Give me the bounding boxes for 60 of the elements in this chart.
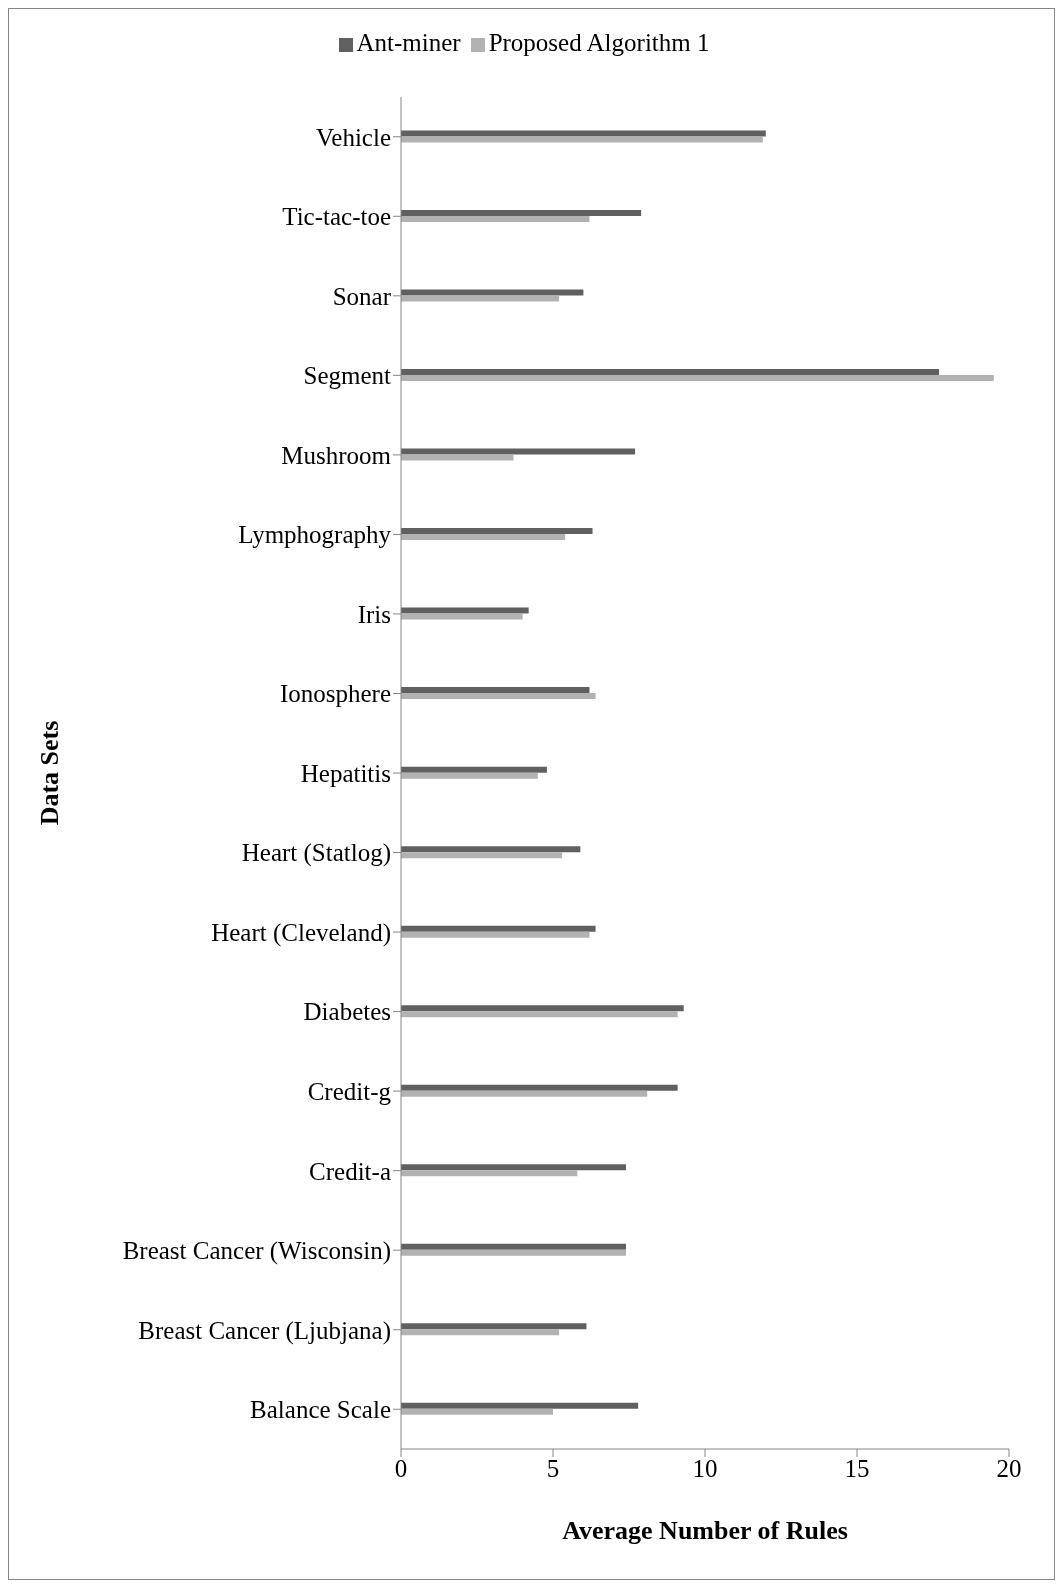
y-tick-label: Balance Scale bbox=[250, 1396, 391, 1424]
bar bbox=[401, 607, 529, 614]
y-tick-label: Hepatitis bbox=[300, 759, 391, 787]
bar bbox=[401, 1090, 648, 1097]
bar bbox=[401, 295, 560, 302]
x-tick-label: 10 bbox=[692, 1454, 718, 1482]
bar bbox=[401, 136, 763, 143]
bar bbox=[401, 846, 581, 853]
x-axis-title: Average Number of Rules bbox=[562, 1516, 848, 1545]
bar bbox=[401, 1011, 678, 1018]
y-tick-label: Ionosphere bbox=[279, 680, 391, 708]
y-tick-label: Heart (Cleveland) bbox=[211, 918, 391, 947]
bar bbox=[401, 1408, 553, 1415]
bar bbox=[401, 1164, 626, 1171]
y-tick-label: Heart (Statlog) bbox=[241, 839, 391, 868]
bar bbox=[401, 693, 596, 700]
bar bbox=[401, 448, 636, 455]
bar bbox=[401, 215, 590, 222]
x-tick-label: 0 bbox=[394, 1454, 408, 1482]
y-axis-title: Data Sets bbox=[35, 720, 65, 826]
bar bbox=[401, 534, 566, 541]
x-tick-label: 20 bbox=[996, 1454, 1022, 1482]
bar bbox=[401, 1170, 578, 1177]
y-tick-label: Credit-a bbox=[309, 1157, 391, 1185]
bar bbox=[401, 766, 547, 773]
bar bbox=[401, 931, 590, 938]
bar bbox=[401, 1243, 626, 1250]
bar bbox=[401, 528, 593, 535]
legend-label: Proposed Algorithm 1 bbox=[488, 29, 710, 56]
bar bbox=[401, 130, 766, 137]
y-tick-label: Diabetes bbox=[303, 998, 391, 1026]
y-tick-label: Credit-g bbox=[307, 1077, 392, 1105]
bar bbox=[401, 1084, 678, 1091]
y-tick-label: Breast Cancer (Ljubjana) bbox=[138, 1316, 391, 1345]
bar bbox=[401, 374, 994, 381]
bar bbox=[401, 1005, 684, 1012]
y-tick-label: Vehicle bbox=[316, 123, 391, 151]
bar bbox=[401, 925, 596, 932]
bar bbox=[401, 289, 584, 296]
bar bbox=[401, 454, 514, 461]
bar bbox=[401, 1329, 560, 1336]
y-tick-label: Tic-tac-toe bbox=[282, 203, 391, 231]
bar bbox=[401, 772, 538, 779]
bar bbox=[401, 1323, 587, 1330]
x-tick-label: 15 bbox=[844, 1454, 870, 1482]
bar bbox=[401, 613, 523, 620]
bar bbox=[401, 852, 563, 859]
bar bbox=[401, 1402, 639, 1409]
y-tick-label: Mushroom bbox=[281, 441, 392, 469]
y-tick-label: Lymphography bbox=[238, 521, 392, 549]
legend-label: Ant-miner bbox=[356, 29, 461, 56]
y-tick-label: Sonar bbox=[332, 282, 392, 310]
y-tick-label: Iris bbox=[357, 600, 391, 628]
bar bbox=[401, 368, 940, 375]
bar bbox=[401, 209, 642, 216]
bar bbox=[401, 687, 590, 694]
bar bbox=[401, 1249, 626, 1256]
y-tick-label: Breast Cancer (Wisconsin) bbox=[122, 1237, 391, 1266]
x-tick-label: 5 bbox=[546, 1454, 560, 1482]
y-tick-label: Segment bbox=[303, 362, 392, 390]
